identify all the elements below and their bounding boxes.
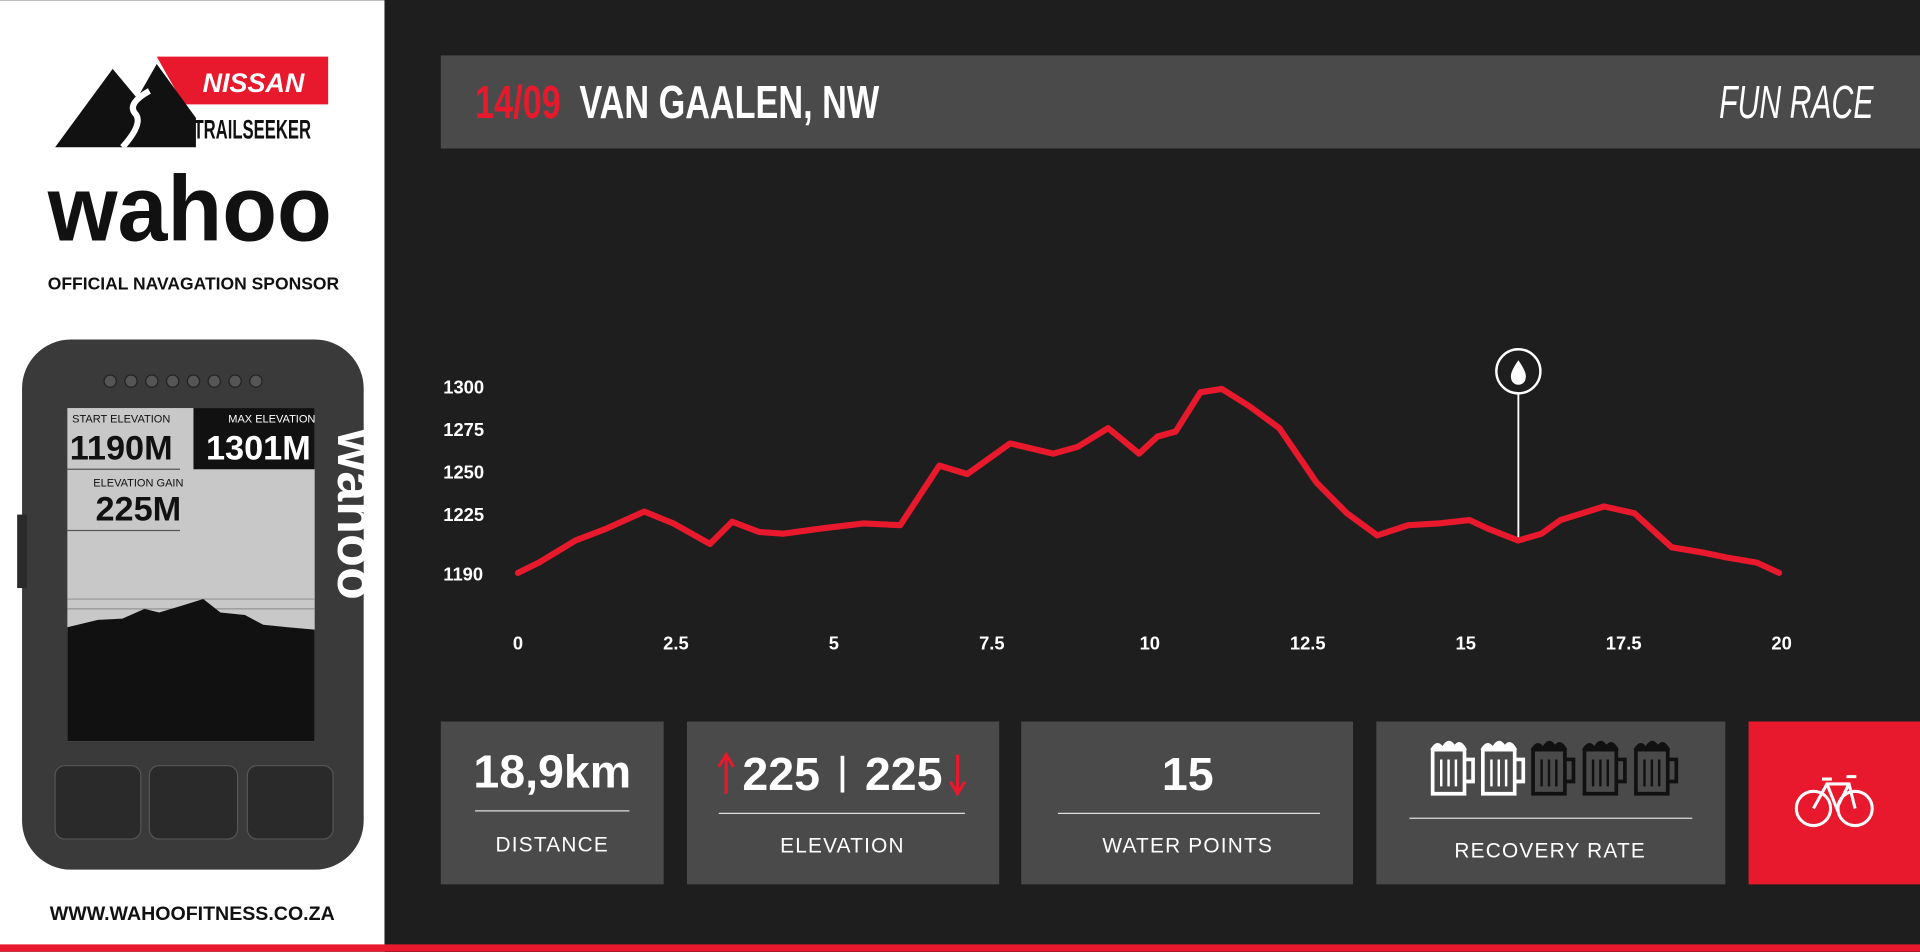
race-event: FUN RACE (1719, 76, 1874, 128)
x-tick-label: 2.5 (663, 632, 689, 653)
beer-foam (1430, 740, 1467, 750)
device-profile (67, 599, 315, 742)
mountain-logo (55, 63, 196, 148)
beer-lines (1440, 759, 1458, 787)
device-buttons (54, 764, 334, 840)
stat-label: ELEVATION (780, 835, 905, 858)
nissan-badge (156, 56, 329, 105)
beer-foam (1480, 740, 1518, 750)
header-bar (440, 55, 1920, 149)
stat-label: DISTANCE (496, 833, 609, 856)
x-tick-label: 20 (1771, 632, 1791, 653)
device-max-label: MAX ELEVATION (228, 414, 315, 426)
device-start: 1190M (70, 429, 173, 467)
y-tick-label: 1225 (443, 504, 484, 525)
beer-foam (1530, 740, 1568, 750)
y-tick-label: 1275 (443, 419, 484, 440)
x-tick-label: 12.5 (1290, 632, 1326, 653)
x-tick-label: 7.5 (979, 632, 1005, 653)
elevation-line (514, 385, 1783, 576)
device-leds (103, 374, 263, 388)
stat-value: 225 (865, 748, 943, 800)
sponsor-note: OFFICIAL NAVAGATION SPONSOR (48, 273, 340, 293)
bottom-bar (0, 944, 1920, 952)
device-max-box (193, 408, 315, 470)
stat-box (1021, 721, 1354, 885)
device-max: 1301M (206, 429, 311, 467)
stat-value: 18,9km (473, 746, 631, 798)
brand: NISSAN (203, 68, 305, 98)
x-tick-label: 17.5 (1606, 632, 1642, 653)
stat-label: RECOVERY RATE (1454, 839, 1646, 862)
x-tick-label: 5 (829, 632, 839, 653)
website: WWW.WAHOOFITNESS.CO.ZA (50, 903, 335, 925)
beer-lines (1591, 759, 1609, 787)
device-button (17, 514, 27, 589)
race-date: 14/09 (475, 76, 561, 128)
y-tick-label: 1250 (443, 462, 484, 483)
device-start-label: START ELEVATION (72, 414, 170, 426)
x-tick-label: 0 (513, 632, 523, 653)
race-place: VAN GAALEN, NW (579, 76, 879, 128)
device-logo: wahoo (326, 428, 386, 600)
beer-mugs (1430, 740, 1679, 796)
bike-icon (1794, 775, 1874, 828)
beer-lines (1643, 759, 1661, 787)
up-arrow (717, 751, 735, 794)
brand-sub: TRAILSEEKER (193, 115, 311, 145)
stat-box (686, 721, 1000, 885)
device-gain: 225M (96, 491, 182, 529)
beer-lines (1540, 759, 1558, 787)
stat-box (440, 721, 664, 885)
x-tick-label: 15 (1456, 632, 1476, 653)
x-tick-label: 10 (1140, 632, 1160, 653)
y-tick-label: 1190 (443, 564, 483, 585)
mountain-road (120, 88, 151, 150)
down-arrow (948, 754, 967, 797)
sponsor-logo: wahoo (47, 156, 332, 260)
stat-value: 225 (742, 748, 820, 800)
water-drop (1510, 360, 1526, 385)
header-title: 14/09 VAN GAALEN, NW (475, 76, 879, 128)
y-tick-label: 1300 (443, 376, 484, 397)
beer-lines (1490, 759, 1508, 787)
stat-label: WATER POINTS (1102, 835, 1273, 858)
beer-foam (1582, 740, 1619, 750)
beer-foam (1633, 740, 1671, 750)
device-gain-label: ELEVATION GAIN (93, 477, 183, 489)
stat-value: 15 (1162, 748, 1214, 800)
